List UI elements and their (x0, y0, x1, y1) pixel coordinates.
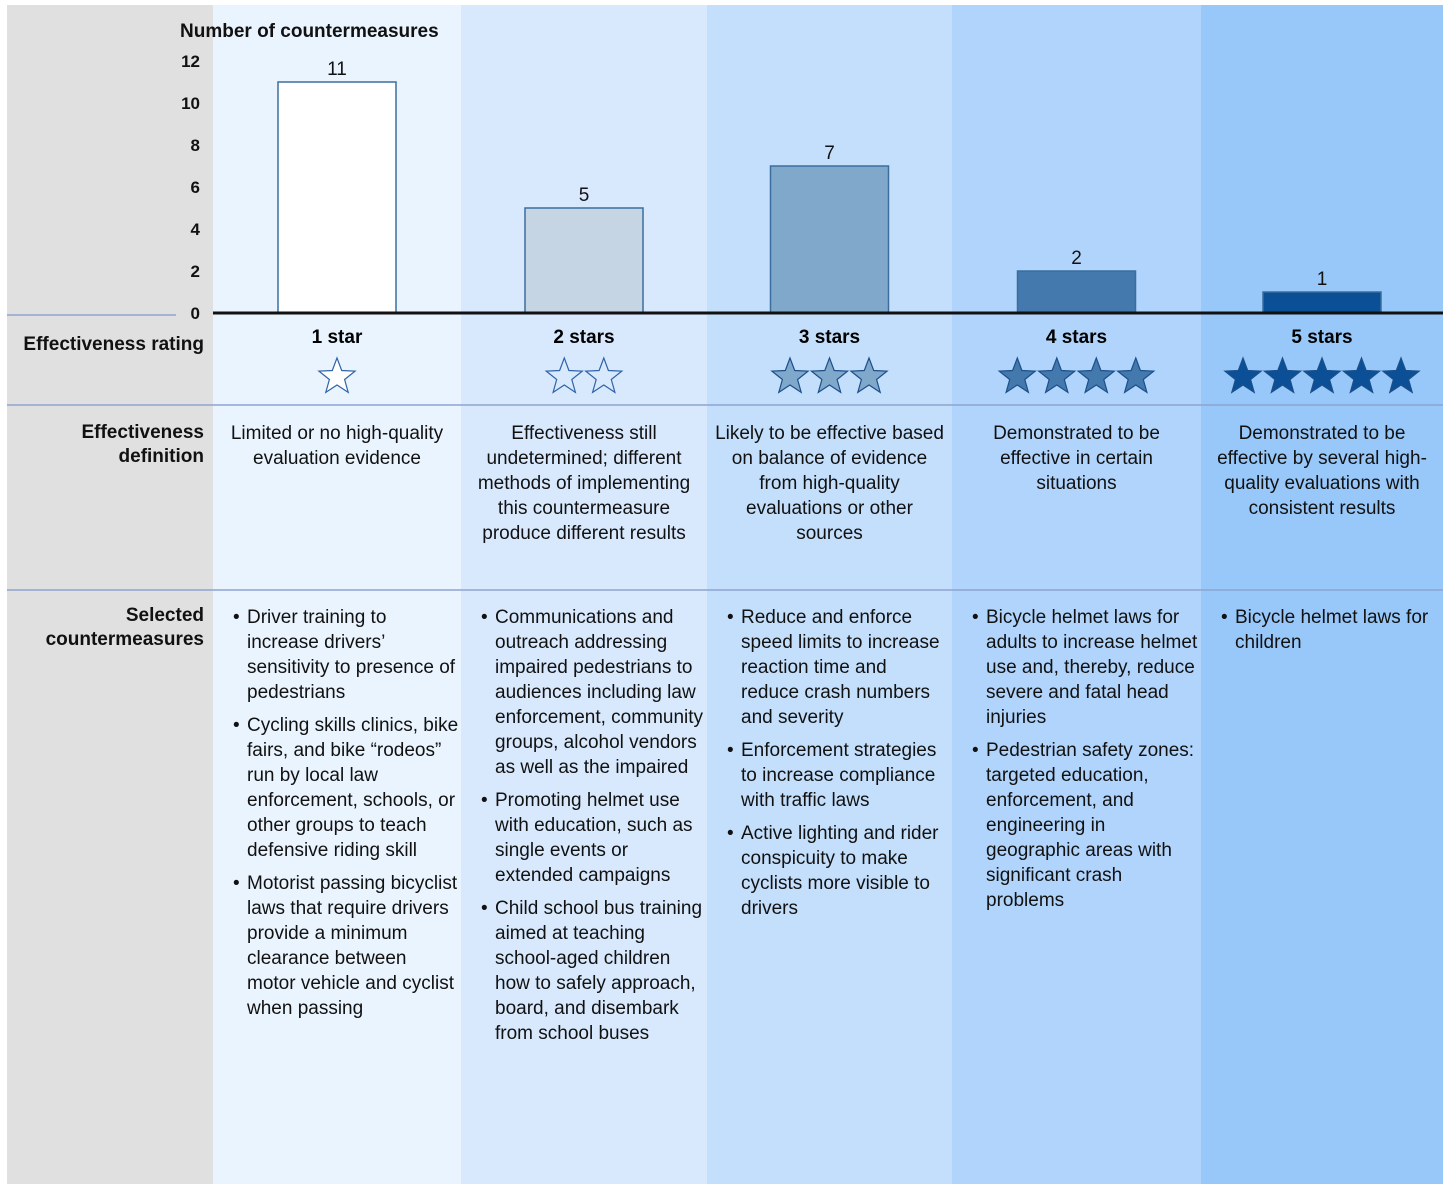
row-label: Selected countermeasures (45, 605, 204, 650)
star-icon (809, 356, 850, 394)
countermeasure: Promoting helmet use with education, suc… (481, 788, 705, 888)
star-icon (317, 356, 357, 394)
star-icon (1381, 356, 1421, 394)
star-icon (1116, 356, 1156, 394)
star-icon (770, 356, 810, 394)
countermeasure-list: Communications and outreach addressing i… (479, 605, 705, 1054)
category-label: 4 stars (1045, 327, 1108, 348)
countermeasure: Communications and outreach addressing i… (481, 605, 705, 780)
bar (1262, 291, 1382, 314)
star-icon (1302, 356, 1342, 394)
star-icon (1341, 356, 1382, 394)
row-label: Effectiveness definition (81, 422, 204, 467)
countermeasure: Reduce and enforce speed limits to incre… (727, 605, 950, 730)
value-label: 5 (579, 185, 590, 206)
category-label: 5 stars (1291, 327, 1353, 348)
definition: Effectiveness still undetermined; differ… (477, 423, 691, 544)
bar (524, 207, 644, 314)
star-icon (1262, 356, 1303, 394)
countermeasure: Enforcement strategies to increase compl… (727, 738, 950, 813)
countermeasure: Bicycle helmet laws for children (1221, 605, 1441, 655)
y-tick-label: 2 (191, 262, 200, 281)
star-icon (1037, 356, 1077, 394)
definition: Demonstrated to be effective by several … (1217, 423, 1427, 519)
countermeasure: Cycling skills clinics, bike fairs, and … (233, 713, 459, 863)
countermeasure: Bicycle helmet laws for adults to increa… (972, 605, 1199, 730)
value-label: 7 (824, 143, 835, 164)
definition: Limited or no high-quality evaluation ev… (230, 423, 444, 469)
column-bg (952, 5, 1201, 1184)
star-icon (584, 356, 624, 394)
bar (1016, 270, 1137, 314)
column-bg (1201, 5, 1443, 1184)
row-label: Effectiveness rating (23, 334, 204, 355)
y-tick-label: 10 (181, 94, 200, 113)
countermeasure: Driver training to increase drivers’ sen… (233, 605, 459, 705)
countermeasure-list: Driver training to increase drivers’ sen… (231, 605, 459, 1029)
countermeasure: Active lighting and rider conspicuity to… (727, 821, 950, 921)
label-column (7, 5, 213, 1184)
value-label: 2 (1071, 248, 1082, 269)
countermeasure: Pedestrian safety zones: targeted educat… (972, 738, 1199, 913)
value-label: 1 (1317, 269, 1328, 290)
y-tick-label: 12 (181, 52, 200, 71)
y-tick-label: 4 (191, 220, 201, 239)
definition: Likely to be effective based on balance … (715, 423, 944, 544)
category-label: 1 star (311, 327, 363, 348)
y-tick-label: 0 (191, 304, 200, 323)
star-icon (997, 356, 1037, 394)
bar (277, 81, 397, 314)
category-label: 3 stars (798, 327, 861, 348)
y-tick-label: 8 (191, 136, 200, 155)
countermeasure-list: Reduce and enforce speed limits to incre… (725, 605, 950, 929)
star-icon (1076, 356, 1116, 394)
star-icon (849, 356, 889, 394)
countermeasure: Motorist passing bicyclist laws that req… (233, 871, 459, 1021)
chart-title: Number of countermeasures (180, 21, 439, 42)
definition: Demonstrated to be effective in certain … (993, 423, 1160, 494)
star-icon (544, 356, 584, 394)
star-icon (1223, 356, 1263, 394)
value-label: 11 (327, 59, 347, 80)
countermeasure: Child school bus training aimed at teach… (481, 896, 705, 1046)
countermeasure-list: Bicycle helmet laws for children (1219, 605, 1441, 663)
y-tick-label: 6 (191, 178, 200, 197)
countermeasure-list: Bicycle helmet laws for adults to increa… (970, 605, 1199, 921)
bar (769, 165, 890, 314)
category-label: 2 stars (553, 327, 615, 348)
